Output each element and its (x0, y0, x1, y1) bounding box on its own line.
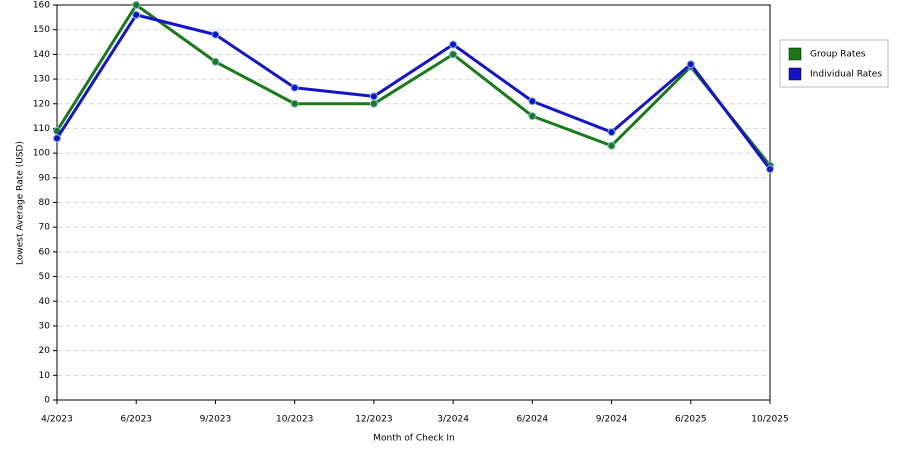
y-tick-label: 150 (33, 25, 50, 35)
y-tick-label: 0 (44, 396, 50, 406)
y-tick-label: 120 (33, 99, 50, 109)
data-point (290, 83, 299, 92)
data-point (607, 128, 616, 137)
y-tick-label: 130 (33, 75, 50, 85)
x-tick-label: 12/2023 (355, 415, 392, 425)
y-tick-label: 10 (39, 371, 51, 381)
x-tick-label: 4/2023 (41, 415, 73, 425)
data-point (369, 99, 378, 108)
y-tick-label: 100 (33, 149, 50, 159)
data-point (686, 60, 695, 69)
x-tick-label: 3/2024 (437, 415, 469, 425)
x-tick-label: 6/2023 (120, 415, 152, 425)
data-point (132, 10, 141, 19)
y-tick-label: 140 (33, 50, 50, 60)
data-point (449, 50, 458, 59)
y-tick-label: 40 (39, 297, 51, 307)
data-point (211, 57, 220, 66)
plot-frame (56, 4, 771, 401)
data-point (369, 92, 378, 101)
y-tick-label: 110 (33, 124, 50, 134)
y-axis-label: Lowest Average Rate (USD) (16, 141, 26, 265)
y-tick-label: 60 (39, 247, 51, 257)
series-line (55, 13, 772, 171)
y-tick-label: 50 (39, 272, 51, 282)
legend-label: Individual Rates (810, 70, 882, 80)
data-point (528, 97, 537, 106)
data-point (449, 40, 458, 49)
data-point (132, 1, 141, 9)
y-tick-label: 20 (39, 346, 51, 356)
y-tick-label: 70 (39, 223, 51, 233)
y-tick-label: 90 (39, 173, 51, 183)
data-point (607, 141, 616, 150)
x-tick-label: 10/2023 (276, 415, 313, 425)
data-point (766, 165, 774, 174)
y-tick-label: 80 (39, 198, 51, 208)
y-tick-label: 160 (33, 1, 50, 11)
x-axis-label: Month of Check In (373, 434, 455, 444)
x-tick-label: 10/2025 (751, 415, 788, 425)
data-point (290, 99, 299, 108)
data-point (528, 112, 537, 121)
series-line (55, 3, 772, 167)
legend-label: Group Rates (810, 50, 866, 60)
x-tick-label: 9/2024 (596, 415, 628, 425)
legend-swatch (788, 67, 802, 81)
x-tick-label: 6/2024 (516, 415, 548, 425)
y-tick-label: 30 (39, 321, 51, 331)
data-point (211, 30, 220, 39)
legend-swatch (788, 47, 802, 61)
x-tick-label: 6/2025 (675, 415, 707, 425)
data-point (53, 134, 61, 143)
x-tick-label: 9/2023 (200, 415, 232, 425)
